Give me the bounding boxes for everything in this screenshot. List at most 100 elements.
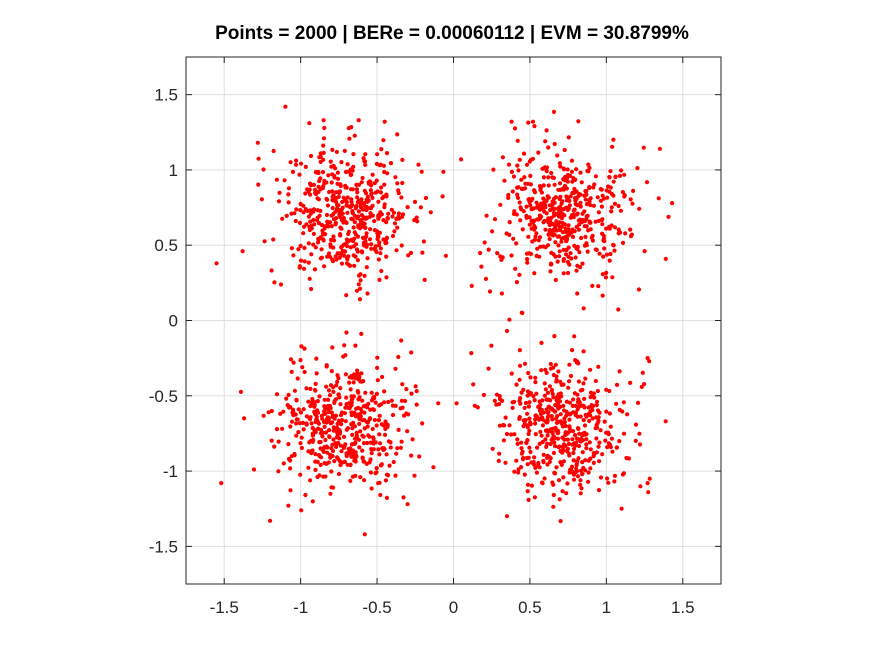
data-point — [583, 458, 588, 463]
data-point — [288, 160, 293, 165]
data-point — [483, 276, 489, 281]
data-point — [507, 423, 512, 428]
data-point — [377, 413, 382, 418]
data-point — [612, 479, 617, 484]
data-point — [580, 450, 585, 455]
data-point — [399, 243, 404, 248]
data-point — [348, 245, 353, 250]
data-point — [606, 480, 611, 485]
data-point — [584, 214, 590, 219]
data-point — [320, 170, 326, 175]
data-point — [539, 340, 544, 345]
data-point — [259, 197, 264, 202]
data-point — [490, 229, 495, 234]
data-point — [359, 331, 364, 336]
data-point — [368, 440, 373, 445]
data-point — [511, 174, 516, 179]
data-point — [351, 152, 356, 157]
data-point — [603, 438, 608, 443]
data-point — [405, 502, 410, 507]
data-point — [339, 261, 345, 266]
data-point — [506, 162, 512, 167]
data-point — [590, 404, 595, 409]
data-point — [322, 445, 327, 450]
data-point — [553, 362, 559, 367]
data-point — [372, 181, 377, 186]
data-point — [313, 245, 318, 250]
data-point — [578, 468, 584, 473]
data-point — [573, 198, 578, 203]
data-point — [558, 194, 563, 199]
data-point — [399, 338, 404, 343]
data-point — [524, 162, 530, 167]
data-point — [329, 213, 334, 218]
data-point — [616, 231, 621, 236]
data-point — [617, 439, 622, 444]
data-point — [278, 282, 284, 287]
data-point — [361, 221, 366, 226]
data-point — [329, 410, 334, 415]
data-point — [583, 234, 588, 239]
data-point — [360, 175, 365, 181]
data-point — [374, 466, 379, 471]
data-point — [384, 472, 390, 477]
data-point — [550, 430, 555, 436]
data-point — [532, 223, 537, 229]
data-point — [371, 407, 377, 412]
data-point — [472, 403, 477, 408]
data-point — [568, 251, 573, 256]
data-point — [512, 209, 517, 214]
data-point — [286, 442, 291, 447]
data-point — [291, 253, 296, 258]
data-point — [330, 420, 335, 425]
data-point — [384, 254, 389, 259]
data-point — [564, 198, 569, 203]
data-point — [335, 176, 341, 181]
data-point — [521, 387, 526, 392]
data-point — [498, 254, 503, 259]
data-point — [550, 417, 555, 422]
data-point — [548, 208, 553, 213]
data-point — [390, 233, 396, 239]
data-point — [594, 415, 599, 420]
data-point — [565, 179, 570, 184]
data-point — [596, 210, 602, 215]
data-point — [416, 162, 421, 167]
data-point — [349, 403, 354, 408]
data-point — [316, 240, 321, 245]
data-point — [315, 474, 320, 480]
data-point — [326, 397, 331, 402]
data-point — [214, 261, 219, 266]
data-point — [620, 472, 626, 477]
data-point — [352, 133, 357, 138]
data-point — [331, 389, 336, 394]
data-point — [278, 411, 283, 416]
data-point — [318, 439, 323, 445]
data-point — [288, 424, 293, 429]
data-point — [354, 247, 360, 252]
data-point — [317, 213, 322, 218]
data-point — [369, 451, 374, 456]
data-point — [556, 406, 561, 411]
data-point — [331, 234, 336, 239]
data-point — [297, 172, 302, 177]
data-point — [372, 417, 377, 423]
data-point — [441, 169, 446, 174]
data-point — [393, 403, 398, 408]
data-point — [575, 474, 581, 479]
data-point — [329, 224, 334, 229]
data-point — [522, 175, 527, 180]
data-point — [642, 382, 647, 387]
data-point — [302, 346, 307, 351]
data-point — [566, 227, 571, 232]
data-point — [271, 148, 276, 154]
data-point — [324, 363, 329, 368]
data-point — [408, 250, 414, 255]
data-point — [591, 454, 596, 459]
data-point — [556, 478, 562, 483]
data-point — [329, 369, 334, 374]
data-point — [542, 476, 547, 481]
data-point — [503, 415, 508, 420]
data-point — [559, 212, 565, 217]
data-point — [509, 371, 514, 376]
